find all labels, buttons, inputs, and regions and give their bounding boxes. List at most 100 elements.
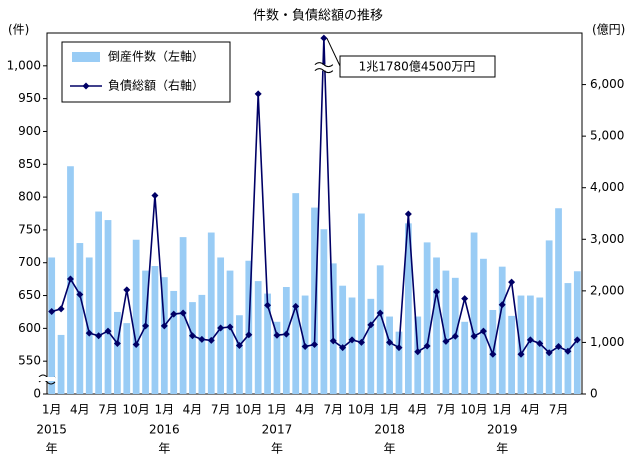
year-label: 2017	[262, 423, 293, 437]
line-marker	[123, 286, 131, 294]
bar	[545, 240, 553, 394]
x-tick-label: 7月	[436, 403, 456, 417]
bar	[311, 207, 318, 394]
line-marker	[198, 335, 206, 343]
bar	[339, 285, 347, 394]
bar	[236, 315, 243, 394]
annotation-box	[339, 55, 496, 78]
y-tick-label: 850	[18, 157, 41, 171]
line-marker	[226, 323, 234, 331]
line-marker	[151, 191, 159, 199]
bar	[517, 295, 525, 394]
line-marker	[104, 327, 112, 335]
bar	[320, 229, 328, 394]
line-marker	[489, 350, 497, 358]
y2-tick-label: 6,000	[590, 77, 624, 91]
bar	[48, 257, 56, 394]
bar	[526, 295, 534, 394]
line-marker	[404, 210, 412, 218]
y2-tick-label: 3,000	[590, 232, 624, 246]
bar	[254, 281, 262, 394]
y-tick-label: 0	[33, 387, 41, 401]
y2-tick-label: 4,000	[590, 180, 624, 194]
bar	[160, 277, 168, 394]
y2-tick-label: 1,000	[590, 335, 624, 349]
bar	[207, 232, 215, 394]
y2-tick-label: 5,000	[590, 129, 624, 143]
y2-tick-label: 2,000	[590, 283, 624, 297]
year-suffix: 年	[271, 442, 283, 456]
x-tick-label: 4月	[521, 403, 541, 417]
year-suffix: 年	[46, 442, 58, 456]
line-marker	[555, 343, 563, 351]
line-marker	[423, 342, 431, 350]
bar	[404, 223, 412, 394]
line-marker	[376, 309, 384, 317]
x-tick-label: 1月	[42, 403, 62, 417]
year-label: 2015	[36, 423, 67, 437]
annotation: 1兆1780億4500万円	[359, 60, 476, 74]
bar	[376, 265, 384, 394]
y-tick-label: 1,000	[7, 58, 41, 72]
line-marker	[498, 301, 506, 309]
x-tick-label: 4月	[70, 403, 90, 417]
line-marker	[254, 90, 262, 98]
bar	[358, 213, 365, 394]
line-marker	[348, 336, 356, 344]
bar	[95, 211, 103, 394]
bar	[348, 297, 356, 394]
line-marker	[245, 331, 253, 339]
x-tick-label: 4月	[408, 403, 428, 417]
x-tick-label: 10月	[235, 403, 262, 417]
line-marker	[442, 337, 450, 345]
bar	[189, 302, 196, 394]
line-marker	[273, 331, 281, 339]
line-marker	[367, 321, 375, 329]
line-marker	[545, 349, 553, 357]
bar	[442, 270, 450, 394]
line-break-gap	[314, 64, 333, 71]
line-marker	[85, 329, 93, 337]
line-marker	[188, 332, 196, 340]
line-break	[314, 62, 334, 74]
line-marker	[479, 327, 487, 335]
line-marker	[329, 337, 337, 345]
line-marker	[339, 344, 347, 352]
line-marker	[132, 340, 140, 348]
x-tick-label: 1月	[492, 403, 512, 417]
bar	[85, 257, 93, 394]
bar	[264, 293, 271, 394]
bar	[414, 316, 422, 394]
year-label: 2019	[487, 423, 518, 437]
year-label: 2018	[374, 423, 405, 437]
line-marker	[264, 301, 272, 309]
bar	[555, 208, 562, 394]
bar	[292, 193, 300, 394]
axis-break-gap	[39, 377, 55, 381]
x-tick-label: 10月	[348, 403, 375, 417]
bar	[498, 266, 506, 394]
line-marker	[57, 305, 65, 313]
bar	[104, 220, 112, 394]
line-marker	[433, 288, 441, 296]
line-marker	[76, 290, 84, 298]
line-marker	[536, 339, 544, 347]
year-suffix: 年	[158, 442, 170, 456]
x-tick-label: 1月	[267, 403, 287, 417]
line-marker	[461, 295, 469, 303]
bar	[423, 242, 431, 394]
y2-tick-label: 0	[590, 387, 598, 401]
bar	[151, 266, 159, 394]
line-marker	[470, 332, 478, 340]
line-marker	[508, 278, 516, 286]
x-tick-label: 7月	[98, 403, 118, 417]
bar	[142, 270, 149, 394]
line-marker	[564, 347, 572, 355]
year-suffix: 年	[496, 442, 508, 456]
year-suffix: 年	[384, 442, 396, 456]
x-tick-label: 1月	[155, 403, 175, 417]
line-marker	[207, 336, 215, 344]
bar	[198, 294, 206, 394]
line-marker	[66, 275, 74, 283]
y-tick-label: 600	[18, 321, 41, 335]
